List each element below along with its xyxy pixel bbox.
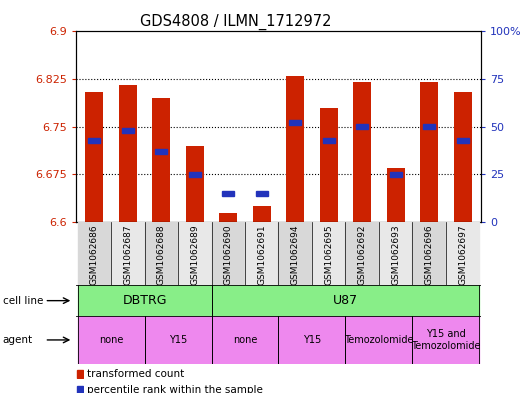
Bar: [446, 222, 480, 285]
Text: Temozolomide: Temozolomide: [344, 335, 414, 345]
Bar: [413, 222, 446, 285]
Bar: [379, 222, 413, 285]
Bar: [420, 82, 438, 222]
Bar: [77, 285, 211, 316]
Text: transformed count: transformed count: [87, 369, 185, 379]
Bar: [77, 316, 144, 364]
Text: GSM1062693: GSM1062693: [391, 224, 400, 285]
Text: GSM1062687: GSM1062687: [123, 224, 132, 285]
Bar: [211, 316, 278, 364]
Bar: [122, 128, 134, 133]
Text: GSM1062691: GSM1062691: [257, 224, 266, 285]
Bar: [256, 191, 268, 196]
Text: GSM1062688: GSM1062688: [157, 224, 166, 285]
Bar: [245, 222, 278, 285]
Bar: [278, 316, 346, 364]
Bar: [119, 85, 137, 222]
Text: U87: U87: [333, 294, 358, 307]
Text: GSM1062686: GSM1062686: [90, 224, 99, 285]
Text: GSM1062697: GSM1062697: [458, 224, 467, 285]
Text: none: none: [233, 335, 257, 345]
Bar: [144, 316, 211, 364]
Text: Y15: Y15: [169, 335, 187, 345]
Bar: [320, 108, 338, 222]
Bar: [312, 222, 346, 285]
Bar: [155, 149, 167, 154]
Bar: [346, 222, 379, 285]
Text: percentile rank within the sample: percentile rank within the sample: [87, 385, 263, 393]
Bar: [219, 213, 237, 222]
Bar: [286, 76, 304, 222]
Bar: [76, 386, 83, 393]
Bar: [189, 172, 201, 177]
Bar: [186, 146, 204, 222]
Bar: [111, 222, 144, 285]
Bar: [453, 92, 472, 222]
Text: Y15: Y15: [303, 335, 321, 345]
Text: GDS4808 / ILMN_1712972: GDS4808 / ILMN_1712972: [140, 14, 331, 30]
Bar: [77, 222, 111, 285]
Bar: [222, 191, 234, 196]
Bar: [211, 285, 480, 316]
Bar: [353, 82, 371, 222]
Bar: [386, 168, 405, 222]
Text: DBTRG: DBTRG: [122, 294, 167, 307]
Bar: [323, 138, 335, 143]
Bar: [413, 316, 480, 364]
Bar: [85, 92, 104, 222]
Text: Y15 and
Temozolomide: Y15 and Temozolomide: [411, 329, 481, 351]
Bar: [76, 370, 83, 378]
Bar: [211, 222, 245, 285]
Text: cell line: cell line: [3, 296, 43, 306]
Bar: [457, 138, 469, 143]
Text: GSM1062692: GSM1062692: [358, 224, 367, 285]
Text: none: none: [99, 335, 123, 345]
Text: GSM1062695: GSM1062695: [324, 224, 333, 285]
Bar: [346, 316, 413, 364]
Bar: [390, 172, 402, 177]
Bar: [423, 124, 435, 129]
Bar: [289, 120, 301, 125]
Bar: [356, 124, 368, 129]
Bar: [253, 206, 271, 222]
Text: GSM1062696: GSM1062696: [425, 224, 434, 285]
Bar: [144, 222, 178, 285]
Text: GSM1062689: GSM1062689: [190, 224, 199, 285]
Bar: [178, 222, 211, 285]
Bar: [88, 138, 100, 143]
Text: GSM1062690: GSM1062690: [224, 224, 233, 285]
Bar: [278, 222, 312, 285]
Text: agent: agent: [3, 335, 33, 345]
Text: GSM1062694: GSM1062694: [291, 224, 300, 285]
Bar: [152, 98, 170, 222]
